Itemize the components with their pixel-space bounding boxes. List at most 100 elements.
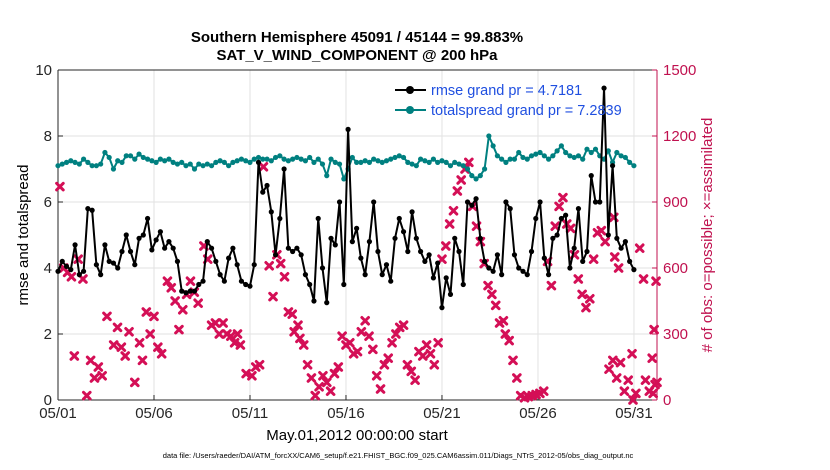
obs-point bbox=[487, 289, 497, 300]
obs-point bbox=[379, 360, 390, 370]
obs-point bbox=[66, 272, 77, 282]
spread-point bbox=[166, 156, 172, 162]
spread-point bbox=[511, 156, 518, 162]
obs-point bbox=[500, 329, 511, 339]
spread-point bbox=[89, 163, 95, 169]
rmse-point bbox=[354, 225, 360, 231]
spread-point bbox=[230, 159, 236, 165]
spread-point bbox=[281, 156, 287, 162]
spread-point bbox=[349, 154, 355, 161]
rmse-point bbox=[153, 237, 159, 243]
rmse-point bbox=[63, 263, 70, 269]
spread-point bbox=[375, 158, 381, 164]
rmse-point bbox=[383, 262, 390, 268]
rmse-point bbox=[149, 247, 155, 253]
x-tick-label: 05/21 bbox=[423, 405, 461, 422]
obs-point bbox=[647, 353, 657, 363]
spread-point bbox=[174, 161, 181, 167]
obs-point bbox=[287, 309, 298, 319]
rmse-point bbox=[499, 272, 505, 278]
rmse-point bbox=[230, 245, 236, 251]
spread-point bbox=[528, 153, 535, 159]
spread-point bbox=[302, 158, 309, 164]
spread-point bbox=[383, 158, 390, 164]
rmse-point bbox=[627, 258, 633, 264]
spread-point bbox=[631, 163, 637, 169]
y-tick-label: 8 bbox=[44, 128, 52, 145]
y2-tick-label: 300 bbox=[663, 326, 688, 343]
obs-point bbox=[149, 311, 159, 322]
obs-point bbox=[232, 329, 243, 339]
spread-point bbox=[319, 161, 326, 167]
spread-point bbox=[72, 159, 78, 165]
spread-point bbox=[234, 158, 240, 164]
rmse-point bbox=[55, 268, 61, 274]
rmse-point bbox=[477, 235, 483, 241]
spread-point bbox=[196, 161, 202, 167]
obs-point bbox=[410, 375, 420, 385]
obs-points bbox=[55, 157, 662, 405]
spread-point bbox=[247, 159, 253, 165]
obs-point bbox=[81, 390, 92, 401]
obs-point bbox=[638, 274, 649, 284]
rmse-point bbox=[226, 255, 232, 261]
rmse-point bbox=[277, 215, 283, 222]
y-tick-label: 6 bbox=[44, 194, 52, 211]
rmse-point bbox=[119, 248, 125, 255]
spread-point bbox=[226, 163, 232, 169]
legend: rmse grand pr = 4.7181 totalspread grand… bbox=[395, 83, 622, 119]
rmse-point bbox=[319, 265, 326, 271]
rmse-point bbox=[68, 267, 74, 273]
obs-point bbox=[102, 311, 112, 322]
rmse-point bbox=[545, 272, 552, 278]
spread-point bbox=[618, 153, 624, 159]
spread-point bbox=[285, 158, 291, 164]
rmse-point bbox=[298, 252, 304, 258]
rmse-point bbox=[413, 235, 419, 241]
spread-point bbox=[358, 159, 364, 165]
spread-point bbox=[157, 156, 163, 162]
rmse-point bbox=[328, 235, 334, 241]
tick-labels: 05/01 05/06 05/11 05/16 05/21 05/26 05/31 0 2 4 6 8… bbox=[35, 62, 696, 422]
rmse-point bbox=[597, 199, 603, 205]
obs-point bbox=[375, 384, 386, 394]
rmse-point bbox=[315, 215, 321, 222]
spread-point bbox=[170, 159, 176, 165]
obs-point bbox=[383, 353, 394, 363]
obs-point bbox=[627, 349, 637, 359]
rmse-point bbox=[516, 265, 522, 271]
obs-point bbox=[456, 175, 466, 185]
spread-point bbox=[341, 176, 347, 182]
obs-point bbox=[429, 360, 440, 370]
y-tick-label: 0 bbox=[44, 392, 52, 409]
obs-point bbox=[364, 331, 374, 341]
spread-point bbox=[422, 158, 428, 164]
spread-point bbox=[464, 166, 471, 172]
y2-tick-label: 1200 bbox=[663, 128, 696, 145]
rmse-point bbox=[396, 215, 402, 222]
rmse-point bbox=[469, 202, 475, 208]
rmse-point bbox=[580, 258, 586, 264]
obs-point bbox=[648, 388, 658, 399]
rmse-point bbox=[592, 199, 599, 205]
rmse-point bbox=[622, 239, 628, 245]
rmse-point bbox=[533, 215, 539, 222]
rmse-point bbox=[524, 272, 530, 278]
rmse-point bbox=[187, 288, 193, 294]
obs-point bbox=[268, 291, 278, 302]
spread-point bbox=[524, 156, 530, 162]
x-tick-label: 05/16 bbox=[327, 405, 365, 422]
obs-point bbox=[608, 355, 618, 366]
obs-point bbox=[573, 274, 584, 284]
obs-point bbox=[134, 338, 145, 348]
rmse-point bbox=[247, 283, 253, 289]
obs-point bbox=[247, 371, 257, 381]
y2-tick-label: 600 bbox=[663, 260, 688, 277]
rmse-point bbox=[311, 298, 317, 304]
rmse-point bbox=[341, 281, 347, 288]
rmse-point bbox=[281, 166, 287, 172]
rmse-point bbox=[379, 272, 385, 278]
spread-point bbox=[315, 156, 321, 162]
rmse-point bbox=[537, 199, 543, 205]
